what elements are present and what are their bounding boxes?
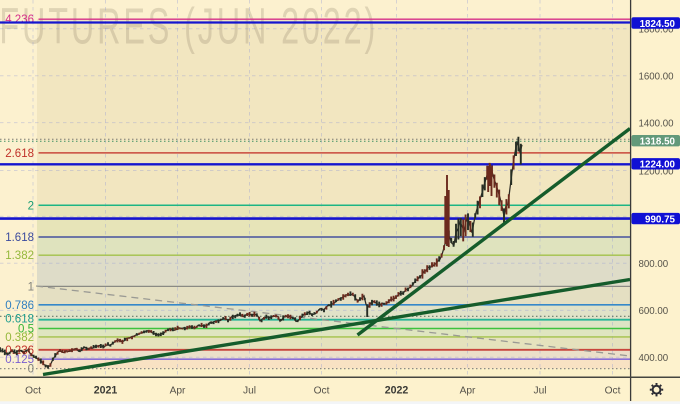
svg-text:0.786: 0.786 [5,300,34,312]
svg-text:2021: 2021 [94,385,118,397]
svg-text:FUTURES (JUN 2022): FUTURES (JUN 2022) [0,0,375,55]
svg-text:Jul: Jul [533,386,546,397]
svg-text:2.618: 2.618 [5,148,34,160]
svg-text:1824.50: 1824.50 [640,19,676,30]
svg-text:400.00: 400.00 [639,353,669,364]
svg-text:Oct: Oct [25,386,41,397]
svg-text:600.00: 600.00 [639,306,669,317]
svg-text:1800.00: 1800.00 [639,25,675,36]
svg-text:1200.00: 1200.00 [639,166,675,177]
svg-text:Apr: Apr [170,386,186,397]
svg-text:0: 0 [28,364,34,376]
svg-text:0.125: 0.125 [5,354,34,366]
svg-text:2022: 2022 [385,385,409,397]
svg-text:4.236: 4.236 [5,14,34,26]
svg-text:1224.00: 1224.00 [640,160,676,171]
svg-text:Jul: Jul [243,386,256,397]
svg-text:990.75: 990.75 [645,215,676,226]
svg-text:800.00: 800.00 [639,259,669,270]
svg-text:Apr: Apr [460,386,476,397]
svg-text:1.618: 1.618 [5,232,34,244]
svg-text:1318.50: 1318.50 [640,137,676,148]
svg-text:0.5: 0.5 [18,324,34,336]
svg-text:2: 2 [28,200,34,212]
svg-text:1400.00: 1400.00 [639,118,675,129]
svg-text:1600.00: 1600.00 [639,72,675,83]
svg-text:Oct: Oct [605,386,621,397]
svg-text:0.618: 0.618 [5,313,34,325]
svg-text:1.382: 1.382 [5,250,34,262]
svg-text:0.382: 0.382 [5,332,34,344]
svg-text:1: 1 [28,281,34,293]
svg-text:Oct: Oct [314,386,330,397]
